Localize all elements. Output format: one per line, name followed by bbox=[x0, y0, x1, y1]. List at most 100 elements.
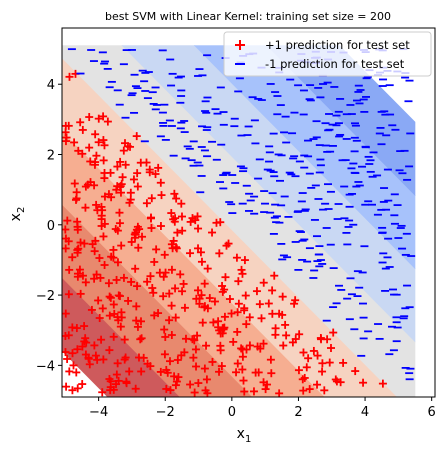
plus-point bbox=[133, 322, 142, 331]
plus-point bbox=[142, 199, 151, 208]
legend-box bbox=[223, 31, 432, 77]
plus-point bbox=[120, 139, 129, 148]
plus-point bbox=[225, 295, 234, 304]
plus-point bbox=[162, 384, 171, 393]
plus-point bbox=[240, 387, 249, 396]
plus-point bbox=[84, 354, 93, 363]
plus-point bbox=[172, 377, 181, 386]
x-axis-ticks: −4 −2 0 2 4 6 bbox=[89, 397, 436, 420]
plus-point bbox=[266, 355, 275, 364]
plus-point bbox=[74, 244, 83, 253]
plus-point bbox=[72, 368, 81, 377]
plus-point bbox=[180, 348, 189, 357]
plus-point bbox=[92, 151, 101, 160]
plus-point bbox=[73, 384, 82, 393]
plus-point bbox=[121, 353, 130, 362]
plus-point bbox=[62, 348, 70, 357]
plus-point bbox=[233, 359, 242, 368]
plus-point bbox=[278, 292, 287, 301]
x-tick-label: −4 bbox=[89, 405, 108, 420]
plus-point bbox=[200, 364, 209, 373]
plus-point bbox=[103, 117, 112, 126]
plus-point bbox=[148, 284, 157, 293]
plus-point bbox=[122, 379, 131, 388]
plus-point bbox=[216, 341, 225, 350]
plus-point bbox=[193, 331, 202, 340]
plus-point bbox=[99, 112, 108, 121]
plus-point bbox=[105, 311, 114, 320]
plus-point bbox=[214, 317, 223, 326]
plus-point bbox=[186, 380, 195, 389]
plus-point bbox=[80, 337, 89, 346]
plus-point bbox=[178, 287, 187, 296]
plus-point bbox=[121, 160, 130, 169]
y-tick-label: −2 bbox=[36, 289, 55, 304]
plus-point bbox=[116, 322, 125, 331]
plus-point bbox=[240, 256, 249, 265]
plus-point bbox=[157, 191, 166, 200]
legend-label-plus: +1 prediction for test set bbox=[265, 38, 410, 52]
plus-point bbox=[127, 277, 136, 286]
plus-point bbox=[114, 291, 123, 300]
plus-point bbox=[245, 313, 254, 322]
plus-point bbox=[85, 143, 94, 152]
plus-point bbox=[111, 225, 120, 234]
plus-point bbox=[232, 368, 241, 377]
plus-point bbox=[318, 359, 327, 368]
plus-point bbox=[73, 269, 82, 278]
plus-point bbox=[197, 257, 206, 266]
test-points bbox=[62, 48, 416, 397]
plus-point bbox=[378, 379, 387, 388]
plus-point bbox=[309, 346, 318, 355]
plus-point bbox=[125, 367, 134, 376]
plus-point bbox=[238, 352, 247, 361]
plus-point bbox=[238, 365, 247, 374]
plus-point bbox=[127, 237, 136, 246]
plus-point bbox=[209, 318, 218, 327]
plus-point bbox=[161, 332, 170, 341]
plus-point bbox=[171, 313, 180, 322]
plus-point bbox=[237, 265, 246, 274]
plus-point bbox=[113, 182, 122, 191]
plus-point bbox=[229, 337, 238, 346]
plus-point bbox=[119, 146, 128, 155]
plus-point bbox=[167, 301, 176, 310]
y-axis-label-base: x bbox=[8, 213, 24, 221]
plus-point bbox=[73, 225, 82, 234]
plus-point bbox=[210, 297, 219, 306]
plus-point bbox=[257, 314, 266, 323]
plus-point bbox=[234, 299, 243, 308]
plus-point bbox=[100, 261, 109, 270]
plus-point bbox=[299, 348, 308, 357]
plus-point bbox=[134, 353, 143, 362]
plus-point bbox=[300, 373, 309, 382]
plus-point bbox=[90, 274, 99, 283]
plus-point bbox=[131, 230, 140, 239]
plus-point bbox=[95, 254, 104, 263]
plus-point bbox=[261, 385, 270, 394]
plus-point bbox=[171, 284, 180, 293]
plus-point bbox=[237, 344, 246, 353]
y-tick-label: 4 bbox=[47, 78, 55, 93]
plus-point bbox=[62, 309, 70, 318]
plus-point bbox=[275, 389, 284, 397]
plus-point bbox=[91, 130, 100, 139]
plus-point bbox=[215, 249, 224, 258]
plus-point bbox=[221, 273, 230, 282]
plus-point bbox=[167, 265, 176, 274]
plus-point bbox=[70, 179, 79, 188]
plus-point bbox=[159, 272, 168, 281]
plus-point bbox=[190, 388, 199, 397]
plus-point bbox=[99, 355, 108, 364]
plus-point bbox=[100, 141, 109, 150]
plus-point bbox=[115, 219, 124, 228]
plus-point bbox=[255, 300, 264, 309]
plus-point bbox=[109, 245, 118, 254]
plus-point bbox=[259, 339, 268, 348]
plus-point bbox=[109, 332, 118, 341]
plus-point bbox=[78, 342, 87, 351]
plus-point bbox=[65, 367, 74, 376]
plus-point bbox=[186, 249, 195, 258]
plus-point bbox=[134, 243, 143, 252]
plus-point bbox=[304, 354, 313, 363]
